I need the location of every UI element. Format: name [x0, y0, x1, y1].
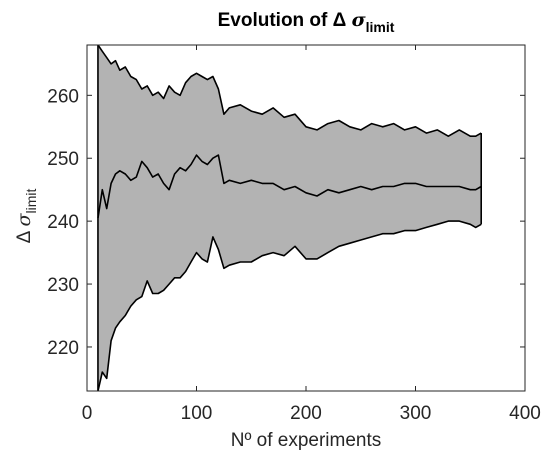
y-axis-title: Δ σlimit — [13, 188, 39, 243]
series-line-upper — [97, 44, 482, 137]
y-axis: 220 230 240 250 260 — [47, 86, 525, 359]
x-tick-label: 200 — [290, 403, 322, 424]
y-tick-label: 250 — [47, 149, 79, 170]
x-tick-label: 300 — [400, 403, 432, 424]
chart-title: Evolution of Δ σlimit — [218, 9, 395, 35]
y-tick-label: 220 — [47, 338, 79, 359]
series-line-mean — [97, 154, 482, 219]
y-tick-label: 260 — [47, 86, 79, 107]
y-tick-label: 230 — [47, 275, 79, 296]
x-axis-title: Nº of experiments — [231, 430, 382, 451]
x-tick-label: 100 — [181, 403, 213, 424]
x-tick-label: 0 — [82, 403, 93, 424]
y-tick-label: 240 — [47, 212, 79, 233]
x-axis: 0 100 200 300 400 — [82, 45, 541, 424]
series-band-fill — [98, 45, 482, 391]
x-tick-label: 400 — [509, 403, 541, 424]
plot-area — [86, 44, 526, 392]
series-line-lower — [97, 220, 482, 392]
